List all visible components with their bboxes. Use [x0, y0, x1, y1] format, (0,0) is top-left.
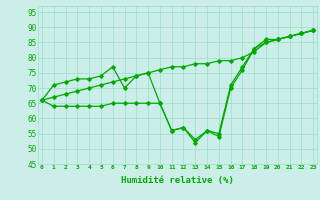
X-axis label: Humidité relative (%): Humidité relative (%): [121, 176, 234, 185]
